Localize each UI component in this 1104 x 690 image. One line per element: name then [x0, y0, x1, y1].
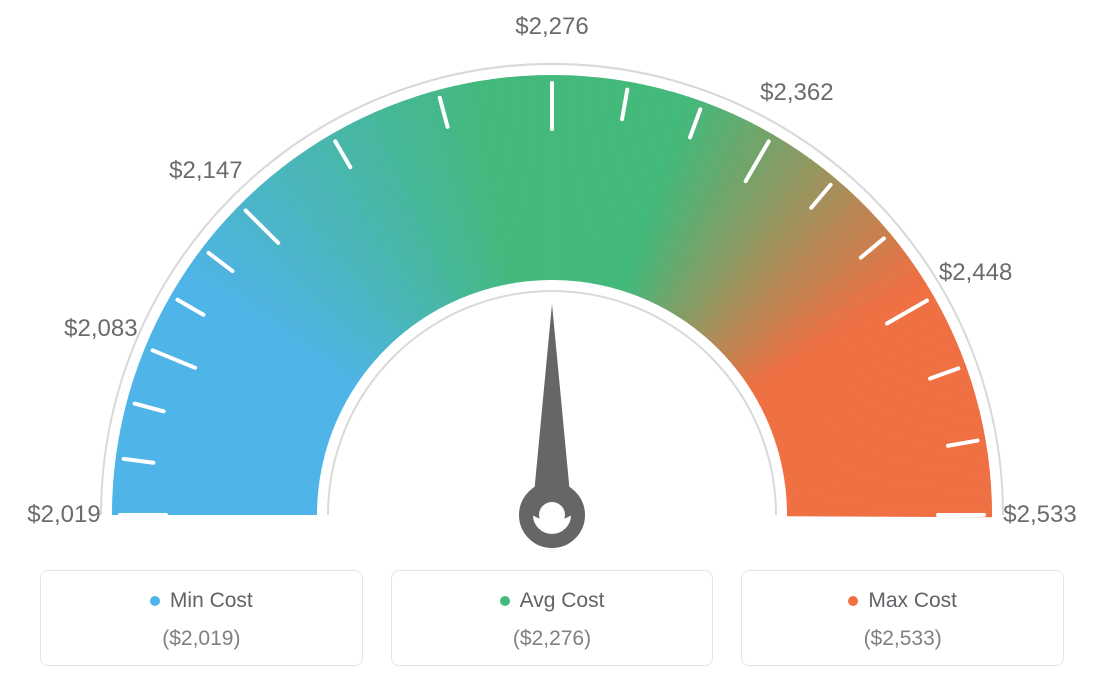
legend-value-max: ($2,533): [752, 627, 1053, 651]
legend-value-min: ($2,019): [51, 627, 352, 651]
gauge-tick-label: $2,276: [515, 13, 588, 41]
legend-card-avg: Avg Cost ($2,276): [391, 570, 714, 666]
legend-title-avg: Avg Cost: [500, 589, 605, 613]
gauge-tick-label: $2,147: [169, 157, 242, 185]
legend-title-max: Max Cost: [848, 589, 957, 613]
legend-card-min: Min Cost ($2,019): [40, 570, 363, 666]
legend-title-avg-text: Avg Cost: [520, 589, 605, 613]
legend-title-min: Min Cost: [150, 589, 253, 613]
gauge-tick-label: $2,083: [64, 315, 137, 343]
gauge-tick-label: $2,362: [760, 79, 833, 107]
gauge-area: $2,019 $2,083 $2,147 $2,276 $2,362 $2,448 $2,5…: [0, 0, 1104, 560]
gauge-tick-label: $2,533: [1003, 501, 1076, 529]
legend-title-max-text: Max Cost: [868, 589, 957, 613]
gauge-chart-container: $2,019 $2,083 $2,147 $2,276 $2,362 $2,448 $2,5…: [0, 0, 1104, 690]
gauge-tick-label: $2,019: [27, 501, 100, 529]
legend-dot-avg: [500, 596, 510, 606]
legend-dot-max: [848, 596, 858, 606]
legend-card-max: Max Cost ($2,533): [741, 570, 1064, 666]
legend-dot-min: [150, 596, 160, 606]
legend-title-min-text: Min Cost: [170, 589, 253, 613]
legend-row: Min Cost ($2,019) Avg Cost ($2,276) Max …: [40, 570, 1064, 666]
legend-value-avg: ($2,276): [402, 627, 703, 651]
gauge-tick-label: $2,448: [939, 259, 1012, 287]
